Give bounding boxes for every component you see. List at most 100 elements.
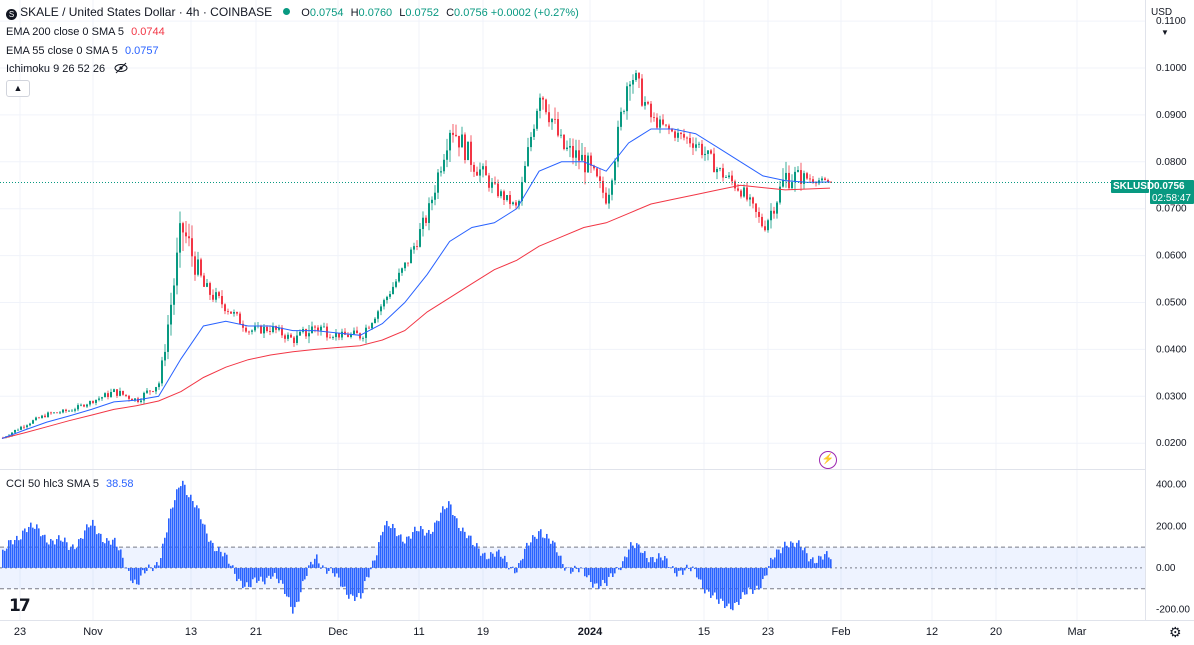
candle-body (266, 326, 268, 332)
cci-axis[interactable]: 400.00 200.00 0.00 -200.00 (1156, 480, 1190, 616)
candle-body (533, 128, 535, 137)
cci-bar (114, 537, 116, 568)
candle-body (245, 327, 247, 332)
candle-body (185, 232, 187, 237)
cci-bar (656, 558, 658, 568)
cci-bar (538, 531, 540, 568)
cci-bar (532, 535, 534, 568)
candle-body (662, 119, 664, 125)
ichimoku-legend[interactable]: Ichimoku 9 26 52 26 (6, 62, 128, 78)
cci-bar (620, 567, 622, 571)
cci-bar (182, 480, 184, 568)
candle-body (770, 210, 772, 221)
candle-body (539, 97, 541, 111)
cci-bar (338, 567, 340, 578)
candle-body (491, 182, 493, 188)
candle-body (566, 147, 568, 150)
cci-bar (658, 553, 660, 568)
cci-bar (462, 527, 464, 568)
ema200-legend[interactable]: EMA 200 close 0 SMA 5 0.0744 (6, 25, 165, 39)
cci-bar (612, 567, 614, 578)
symbol-logo-icon: S (6, 9, 17, 20)
cci-bar (388, 526, 390, 568)
cci-bar (376, 555, 378, 568)
cci-bar (636, 543, 638, 568)
gear-icon[interactable]: ⚙ (1169, 624, 1182, 640)
cci-bar (160, 558, 162, 568)
cci-bar (502, 558, 504, 568)
cci-bar (404, 543, 406, 568)
price-tick-label: 0.1100 (1156, 16, 1186, 27)
cci-bar (600, 567, 602, 587)
cci-bar (580, 567, 582, 568)
price-axis[interactable]: 0.1100 0.1000 0.0900 0.0800 0.0700 0.0600 0.05… (1156, 16, 1187, 449)
cci-legend[interactable]: CCI 50 hlc3 SMA 5 38.58 (6, 477, 134, 491)
candle-body (755, 203, 757, 212)
cci-bar (352, 567, 354, 596)
candle-body (608, 194, 610, 204)
cci-bar (120, 549, 122, 568)
cci-bar (16, 535, 18, 568)
candle-body (680, 132, 682, 135)
cci-bar (690, 567, 692, 572)
time-axis[interactable]: 23 Nov 13 21 Dec 11 19 2024 15 23 Feb 12 20 Mar (14, 626, 1087, 638)
candle-body (206, 283, 208, 287)
cci-bar (192, 501, 194, 568)
cci-bar (26, 532, 28, 568)
candle-body (728, 175, 730, 178)
ohlc-close-label: C (446, 7, 455, 19)
cci-bar (128, 567, 130, 571)
candle-body (593, 165, 595, 169)
candle-body (623, 111, 625, 112)
cci-bar (148, 564, 150, 568)
candle-body (314, 326, 316, 328)
candle-body (428, 203, 430, 223)
cci-bar (758, 567, 760, 590)
ema55-legend[interactable]: EMA 55 close 0 SMA 5 0.0757 (6, 44, 159, 58)
cci-bar (688, 567, 690, 569)
cci-bar (382, 531, 384, 568)
cci-bar (722, 567, 724, 601)
candle-body (479, 169, 481, 176)
candle-body (452, 132, 454, 135)
lightning-icon[interactable]: ⚡ (819, 451, 837, 469)
cci-bar (484, 552, 486, 568)
candle-body (665, 124, 667, 126)
candle-body (527, 147, 529, 166)
candle-body (449, 132, 451, 151)
eye-crossed-icon[interactable] (114, 62, 128, 78)
collapse-legend-button[interactable]: ▲ (6, 80, 30, 97)
cci-bar (572, 567, 574, 572)
cci-bar (804, 547, 806, 568)
symbol-title[interactable]: SKALE / United States Dollar · 4h · COIN… (20, 5, 273, 19)
cci-bar (412, 532, 414, 568)
candle-body (158, 383, 160, 388)
cci-bar (760, 567, 762, 589)
tradingview-logo[interactable]: 17 (9, 596, 31, 616)
candle-body (617, 126, 619, 162)
candle-body (191, 238, 193, 257)
price-tick-label: 0.0700 (1156, 204, 1187, 215)
candle-body (275, 326, 277, 330)
candle-body (251, 330, 253, 332)
cci-bar (12, 544, 14, 568)
cci-bar (496, 551, 498, 568)
candle-body (797, 170, 799, 172)
cci-bar (386, 520, 388, 568)
cci-bar (784, 541, 786, 568)
candle-body (776, 202, 778, 214)
currency-select[interactable]: USD ▼ (1151, 3, 1191, 37)
cci-bar (236, 567, 238, 582)
candle-body (14, 429, 16, 433)
cci-bar (560, 555, 562, 568)
cci-bar (800, 547, 802, 568)
cci-bar (398, 535, 400, 568)
cci-bar (288, 567, 290, 598)
candle-body (671, 129, 673, 132)
cci-bar (578, 567, 580, 573)
cci-bar (130, 567, 132, 581)
candle-body (443, 159, 445, 172)
candle-body (398, 272, 400, 282)
candle-body (719, 168, 721, 169)
